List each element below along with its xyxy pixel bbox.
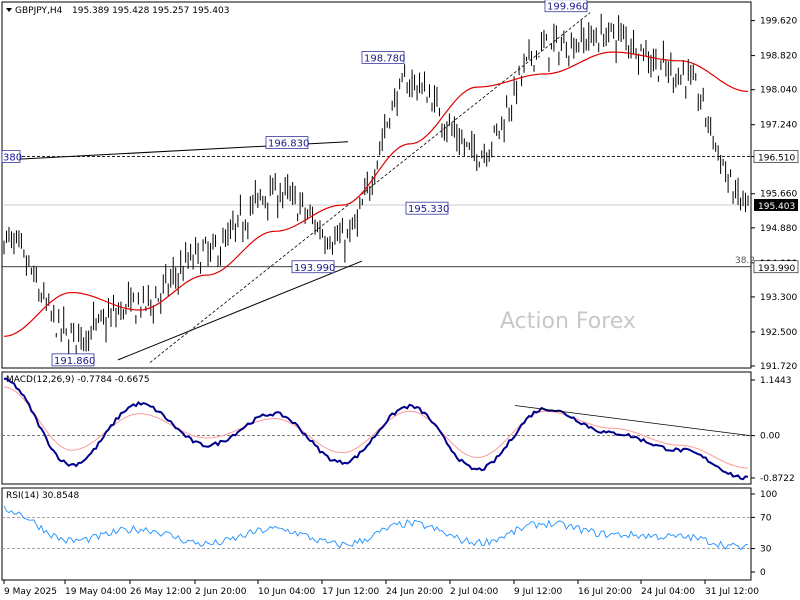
fib-level-label: 38.2 <box>735 256 755 266</box>
macd-line <box>3 377 749 481</box>
price-tick-label: 194.880 <box>760 224 797 234</box>
time-tick-label: 9 Jul 12:00 <box>514 587 563 597</box>
symbol-label: GBPJPY,H4 <box>15 6 63 16</box>
ohlc-values: 195.389 195.428 195.257 195.403 <box>72 6 229 16</box>
left-edge-annotation-box <box>1 150 21 163</box>
lower-channel-line <box>117 260 363 361</box>
rsi-plot <box>2 505 751 551</box>
time-tick-label: 31 Jul 12:00 <box>705 587 759 597</box>
macd-tick-label: 0.00 <box>760 432 780 442</box>
price-tick-label: 193.300 <box>760 293 797 303</box>
rsi-label: RSI(14) 30.8548 <box>6 491 79 501</box>
moving-average-line <box>3 51 749 337</box>
time-tick-label: 17 Jun 12:00 <box>322 587 379 597</box>
price-tick-label: 198.820 <box>760 52 797 62</box>
pivot-annotation-label: 193.990 <box>294 263 335 274</box>
time-tick-label: 2 Jul 04:00 <box>450 587 499 597</box>
time-tick-label: 24 Jul 04:00 <box>641 587 695 597</box>
time-tick-label: 9 May 2025 <box>4 587 57 597</box>
level-price-tag <box>753 150 799 163</box>
pivot-annotation-label: 196.830 <box>268 139 309 150</box>
level-price-value: 193.990 <box>758 264 795 274</box>
macd-divergence-line <box>514 405 751 437</box>
time-tick-label: 2 Jun 20:00 <box>195 587 247 597</box>
price-tick-label: 192.500 <box>760 328 797 338</box>
pivot-annotation-box <box>361 50 405 64</box>
time-tick-label: 26 May 12:00 <box>130 587 192 597</box>
level-price-value: 196.510 <box>758 154 795 164</box>
pivot-annotation-box <box>265 136 309 149</box>
time-tick-label: 16 Jul 20:00 <box>578 587 632 597</box>
macd-plot <box>2 377 751 481</box>
level-price-tag <box>753 260 799 274</box>
pivot-annotation-label: 199.960 <box>547 2 588 13</box>
time-tick-label: 24 Jun 20:00 <box>386 587 443 597</box>
macd-signal-line <box>3 386 749 469</box>
pivot-annotation-box <box>51 353 95 367</box>
price-tick-label: 195.660 <box>760 190 797 200</box>
annotations: 199.960 198.780 196.830 195.330 193.990 191.8… <box>1 0 588 367</box>
time-tick-label: 19 May 04:00 <box>65 587 127 597</box>
symbol-dropdown-icon[interactable] <box>6 8 12 12</box>
left-edge-annotation-label: 380 <box>3 153 22 164</box>
current-price-tag <box>754 198 798 211</box>
pivot-annotation-label: 191.860 <box>54 356 95 367</box>
pivot-annotation-label: 195.330 <box>408 204 449 215</box>
price-tick-label: 197.240 <box>760 121 797 131</box>
current-price-value: 195.403 <box>758 202 795 212</box>
rsi-tick-label: 100 <box>760 490 777 500</box>
rsi-tick-label: 30 <box>760 545 772 555</box>
price-panel-frame <box>1 1 752 369</box>
pivot-annotation-box <box>291 260 335 274</box>
price-plot <box>2 12 751 363</box>
watermark: Action Forex <box>500 309 636 334</box>
rsi-tick-label: 70 <box>760 513 772 523</box>
macd-tick-label: -0.8722 <box>760 474 795 484</box>
rsi-line <box>3 505 749 551</box>
pivot-annotation-label: 198.780 <box>364 53 405 64</box>
axes: 199.620 198.820 198.040 197.240 196.510 195.6… <box>3 17 799 597</box>
price-tick-label: 199.620 <box>760 17 797 27</box>
price-tick-label: 191.720 <box>760 362 797 372</box>
macd-panel-frame <box>1 371 752 485</box>
rsi-tick-label: 0 <box>760 568 766 578</box>
price-tick-label: 198.040 <box>760 86 797 96</box>
rsi-panel-frame <box>1 487 752 581</box>
macd-tick-label: 1.1443 <box>760 376 792 386</box>
pivot-annotation-box <box>405 201 449 215</box>
pivot-annotation-box <box>544 0 588 13</box>
time-tick-label: 10 Jun 04:00 <box>258 587 315 597</box>
macd-label: MACD(12,26,9) -0.7784 -0.6675 <box>6 375 150 385</box>
